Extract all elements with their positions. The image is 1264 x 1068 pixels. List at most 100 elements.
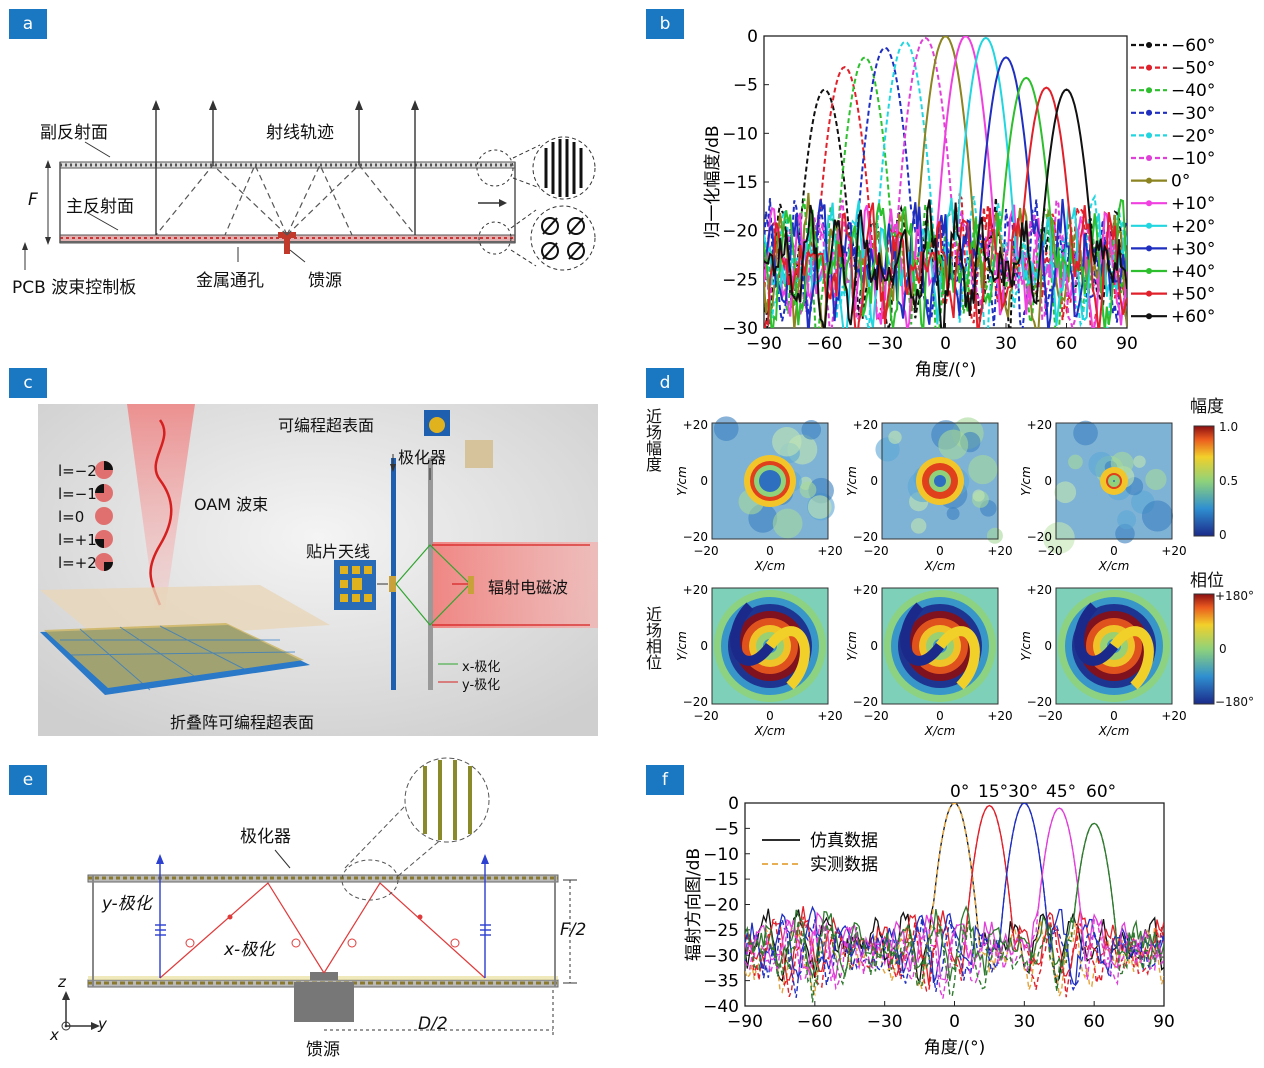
label-metal-via: 金属通孔 (196, 271, 264, 291)
series-line--50 (764, 65, 1127, 328)
noise-blob (1117, 510, 1137, 530)
x-tick-label: −20 (863, 709, 888, 723)
x-tick-label: −90 (727, 1012, 763, 1032)
y-tick-label: −30 (703, 946, 739, 966)
y-tick-label: −5 (733, 76, 758, 96)
y-tick-label: −40 (703, 997, 739, 1017)
amplitude-map (711, 416, 835, 540)
x-axis-label: X/cm (924, 724, 956, 738)
series-line--30 (764, 46, 1127, 328)
legend-marker (1146, 222, 1152, 229)
map-frame (1055, 587, 1173, 705)
x-tick-label: −60 (807, 334, 843, 354)
y-axis-label: Y/cm (845, 631, 859, 661)
label-folded-surface: 折叠阵可编程超表面 (170, 713, 315, 732)
peak-label-15-30: 15°30° (978, 782, 1038, 802)
legend-label: −40° (1171, 81, 1215, 101)
legend-marker (1146, 200, 1152, 207)
legend-marker (1146, 132, 1152, 139)
x-axis-label: 角度/(°) (924, 1038, 986, 1058)
panel-e-diagram (61, 757, 577, 1036)
phase-tick-max: +180° (1215, 589, 1254, 603)
mode-0: l=0 (58, 508, 85, 526)
peak-label-45: 45° (1046, 782, 1076, 802)
y-tick-label: 0 (870, 639, 878, 653)
x-axis-label: X/cm (754, 724, 786, 738)
legend-marker (1146, 155, 1152, 161)
noise-blob (1133, 455, 1146, 468)
y-tick-label: −10 (703, 845, 739, 865)
colorbar-title-phase: 相位 (1190, 571, 1224, 591)
noise-blob (799, 481, 817, 499)
map-frame (711, 422, 829, 540)
legend-label: +60° (1171, 307, 1215, 327)
amplitude-map (1043, 420, 1173, 554)
series-line-45 (745, 807, 1164, 981)
x-tick-label: −20 (863, 544, 888, 558)
y-tick-label: −20 (703, 896, 739, 916)
x-tick-label: +20 (987, 544, 1012, 558)
noise-blob (972, 489, 985, 502)
label-radiated-wave: 辐射电磁波 (488, 578, 569, 597)
chart-b: −90 −60 −30 0 30 60 90 0 −5 −10 −15 −20 −25 −30 角度/(°)… (703, 27, 1215, 380)
spiral-arm (1110, 626, 1154, 690)
ring-center (759, 470, 781, 492)
y-tick-label: −20 (1027, 530, 1052, 544)
label-oam-beam: OAM 波束 (194, 495, 269, 514)
phase-tick-min: −180° (1215, 695, 1254, 709)
amp-tick-max: 1.0 (1219, 420, 1239, 434)
legend-marker (1146, 64, 1152, 71)
row-label-amplitude: 近场幅度 (643, 408, 662, 472)
panel-badge-c: c (9, 368, 47, 398)
noise-blob (1141, 500, 1173, 532)
label-sub-reflector: 副反射面 (40, 123, 108, 143)
x-axis-label: 角度/(°) (915, 360, 977, 380)
y-tick-label: −5 (714, 819, 739, 839)
legend-label: +30° (1171, 239, 1215, 259)
ray-arrows (155, 108, 416, 235)
label-F: F (28, 190, 38, 210)
mode-m2: l=−2 (58, 462, 97, 480)
map-frame (881, 587, 999, 705)
series-line-60 (745, 822, 1164, 982)
y-tick-label: +20 (1027, 583, 1052, 597)
legend-x-pol: x-极化 (462, 660, 501, 675)
noise-blob (1068, 454, 1083, 470)
phase-tick-mid: 0 (1219, 642, 1227, 656)
map-frame (881, 422, 999, 540)
noise-blob (888, 430, 902, 444)
label-x-pol-e: x-极化 (224, 940, 275, 960)
map-frame (711, 587, 829, 705)
y-tick-label: −20 (853, 695, 878, 709)
legend-sim-label: 仿真数据 (810, 831, 878, 851)
legend-marker (1146, 177, 1152, 184)
panel-d-maps: +200−20−20 0 +20X/cmY/cm+200−20−20 0 +20X/cm… (675, 416, 1215, 738)
legend-label: +40° (1171, 262, 1215, 282)
legend-marker (1146, 268, 1152, 274)
mode-p1: l=+1 (58, 531, 97, 549)
oam-mode-list: l=−2 l=−1 l=0 l=+1 l=+2 (58, 460, 97, 575)
x-tick-label: +20 (817, 709, 842, 723)
y-tick-label: 0 (700, 474, 708, 488)
y-axis-label: Y/cm (675, 466, 689, 496)
noise-blob (772, 508, 803, 539)
series-line-50 (764, 86, 1127, 328)
spiral-arm (730, 602, 774, 666)
noise-blob (807, 495, 832, 519)
y-tick-label: −30 (722, 319, 758, 339)
legend-marker (1146, 313, 1152, 320)
y-tick-label: −20 (853, 530, 878, 544)
x-tick-label: −30 (867, 1012, 903, 1032)
ring-center (1113, 480, 1115, 482)
panel-badge-f: f (646, 765, 684, 795)
row-label-phase: 近场相位 (643, 606, 662, 670)
series-line-60 (764, 88, 1127, 328)
spiral-arm (766, 626, 810, 690)
y-tick-label: 0 (1044, 639, 1052, 653)
y-tick-label: −10 (722, 124, 758, 144)
y-tick-label: 0 (700, 639, 708, 653)
measured-line-60 (745, 822, 1164, 1003)
mode-p2: l=+2 (58, 554, 97, 572)
y-tick-label: −25 (722, 270, 758, 290)
